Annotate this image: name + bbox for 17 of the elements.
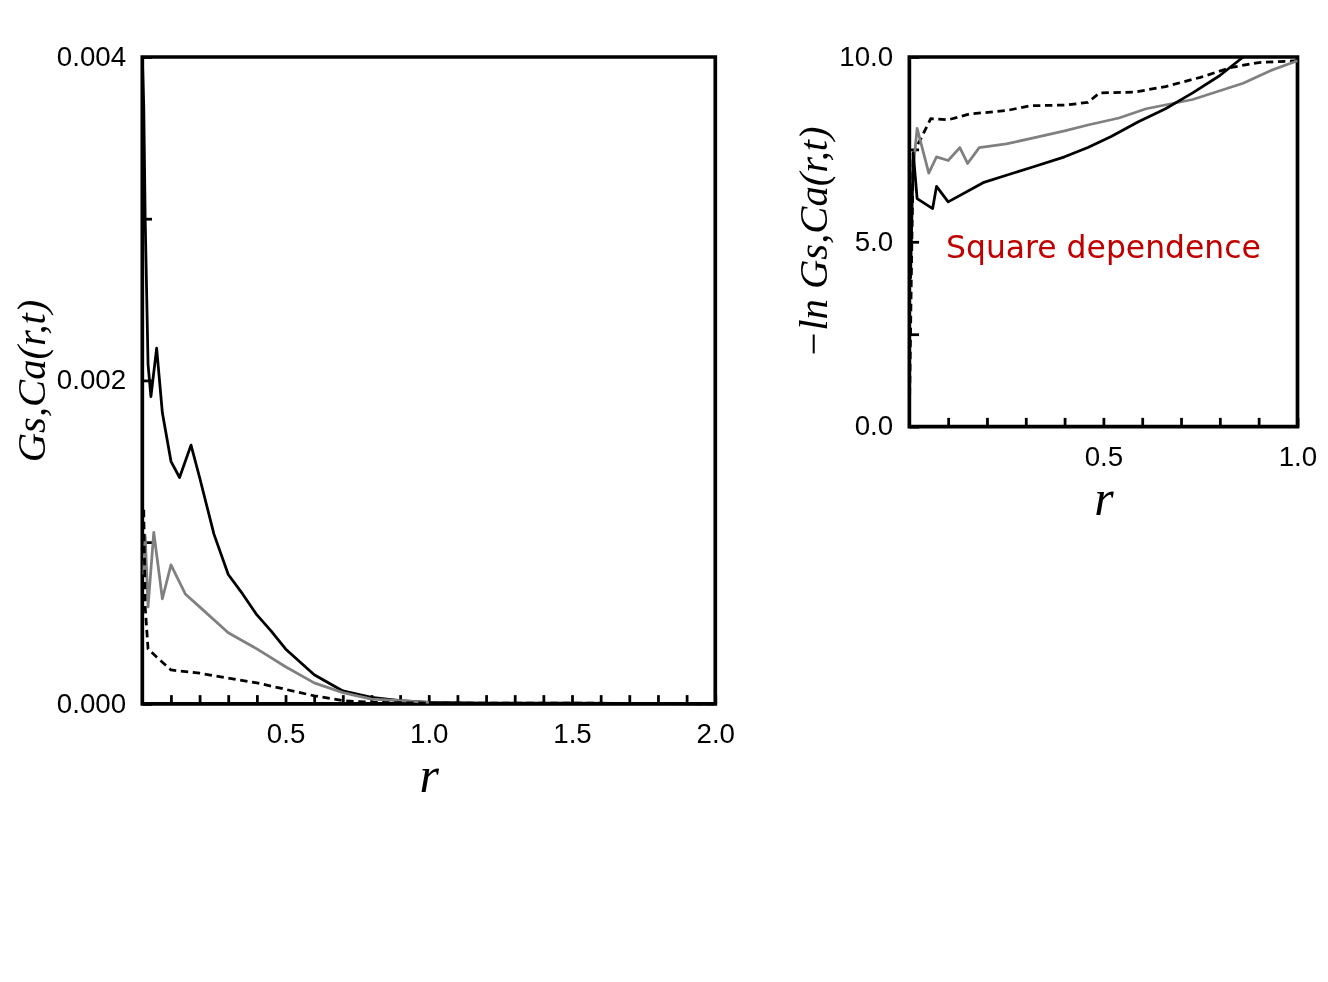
y-tick-label: 0.002 bbox=[56, 364, 127, 396]
x-axis-title: r bbox=[1094, 470, 1115, 526]
x-tick-label: 0.5 bbox=[1084, 440, 1124, 472]
y-axis-title: −ln Gs,Ca(r,t) bbox=[791, 126, 837, 359]
x-tick-label: 1.5 bbox=[553, 718, 592, 750]
x-tick-label: 2.0 bbox=[696, 718, 736, 750]
annotation: Square dependence bbox=[946, 229, 1261, 266]
x-tick-label: 1.0 bbox=[409, 718, 449, 750]
x-axis-title: r bbox=[419, 748, 440, 804]
y-tick-label: 5.0 bbox=[854, 225, 894, 257]
x-tick-label: 1.0 bbox=[1278, 440, 1318, 472]
x-tick-label: 0.5 bbox=[266, 718, 306, 750]
y-tick-label: 10.0 bbox=[839, 40, 894, 72]
y-tick-label: 0.0 bbox=[854, 410, 894, 442]
y-axis-title: Gs,Ca(r,t) bbox=[8, 299, 54, 463]
y-tick-label: 0.000 bbox=[56, 687, 127, 719]
y-tick-label: 0.004 bbox=[56, 40, 127, 72]
